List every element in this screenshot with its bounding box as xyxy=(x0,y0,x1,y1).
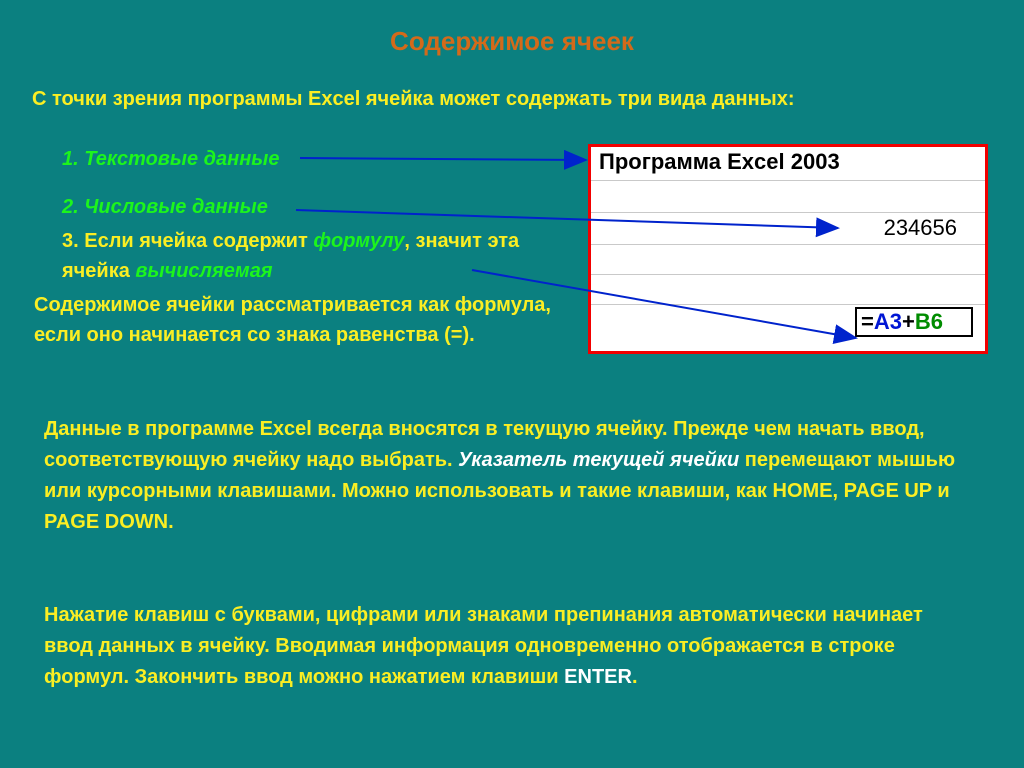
excel-row-empty xyxy=(591,245,985,275)
block6-enter: ENTER xyxy=(564,666,632,688)
paragraph-formula-note: Содержимое ячейки рассматривается как фо… xyxy=(34,290,554,350)
slide-title: Содержимое ячеек xyxy=(0,26,1024,57)
list-item-2: 2. Числовые данные xyxy=(62,196,268,219)
list-item-3: 3. Если ячейка содержит формулу, значит … xyxy=(62,226,542,286)
item3-formula-word: формулу xyxy=(313,230,404,252)
block6-part-a: Нажатие клавиш с буквами, цифрами или зн… xyxy=(44,604,923,688)
formula-eq: = xyxy=(861,309,874,334)
formula-plus: + xyxy=(902,309,915,334)
excel-row-number: 234656 xyxy=(591,213,985,245)
formula-ref-a3: A3 xyxy=(874,309,902,334)
item3-calc-word: вычисляемая xyxy=(135,260,272,282)
list-item-1: 1. Текстовые данные xyxy=(62,148,280,171)
excel-row-empty xyxy=(591,275,985,305)
excel-example-box: Программа Excel 2003 234656 =A3+B6 xyxy=(588,144,988,354)
block5-pointer-term: Указатель текущей ячейки xyxy=(458,449,739,471)
formula-cell: =A3+B6 xyxy=(855,307,973,337)
formula-ref-b6: B6 xyxy=(915,309,943,334)
item3-lead: 3. Если ячейка содержит xyxy=(62,230,313,252)
excel-row-empty xyxy=(591,181,985,213)
intro-text: С точки зрения программы Excel ячейка мо… xyxy=(32,88,795,111)
excel-row-formula: =A3+B6 xyxy=(591,305,985,343)
excel-row-text: Программа Excel 2003 xyxy=(591,147,985,181)
paragraph-input-info: Данные в программе Excel всегда вносятся… xyxy=(44,414,964,538)
block6-dot: . xyxy=(632,666,638,688)
paragraph-keys-info: Нажатие клавиш с буквами, цифрами или зн… xyxy=(44,600,964,693)
